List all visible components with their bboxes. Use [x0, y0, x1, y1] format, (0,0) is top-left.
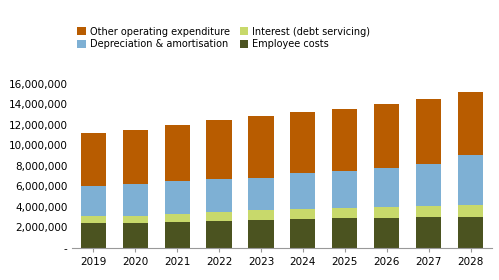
Bar: [165, 125, 190, 181]
Bar: [416, 206, 441, 217]
Bar: [374, 169, 399, 207]
Bar: [374, 218, 399, 248]
Bar: [458, 205, 483, 216]
Bar: [207, 221, 232, 248]
Bar: [249, 178, 273, 211]
Bar: [81, 223, 106, 248]
Bar: [249, 211, 273, 220]
Bar: [458, 216, 483, 248]
Legend: Other operating expenditure, Depreciation & amortisation, Interest (debt servici: Other operating expenditure, Depreciatio…: [77, 27, 370, 49]
Bar: [332, 109, 357, 171]
Bar: [165, 222, 190, 248]
Bar: [249, 116, 273, 178]
Bar: [290, 112, 315, 173]
Bar: [374, 207, 399, 218]
Bar: [123, 184, 148, 216]
Bar: [165, 214, 190, 222]
Bar: [290, 173, 315, 209]
Bar: [123, 216, 148, 223]
Bar: [207, 212, 232, 221]
Bar: [123, 223, 148, 248]
Bar: [332, 208, 357, 218]
Bar: [207, 179, 232, 212]
Bar: [332, 171, 357, 208]
Bar: [458, 92, 483, 155]
Bar: [165, 181, 190, 214]
Bar: [81, 133, 106, 186]
Bar: [81, 216, 106, 223]
Bar: [374, 104, 399, 169]
Bar: [81, 186, 106, 216]
Bar: [249, 220, 273, 248]
Bar: [207, 120, 232, 179]
Bar: [290, 209, 315, 219]
Bar: [416, 99, 441, 164]
Bar: [332, 218, 357, 248]
Bar: [458, 155, 483, 205]
Bar: [416, 164, 441, 206]
Bar: [416, 217, 441, 248]
Bar: [123, 130, 148, 184]
Bar: [290, 219, 315, 248]
